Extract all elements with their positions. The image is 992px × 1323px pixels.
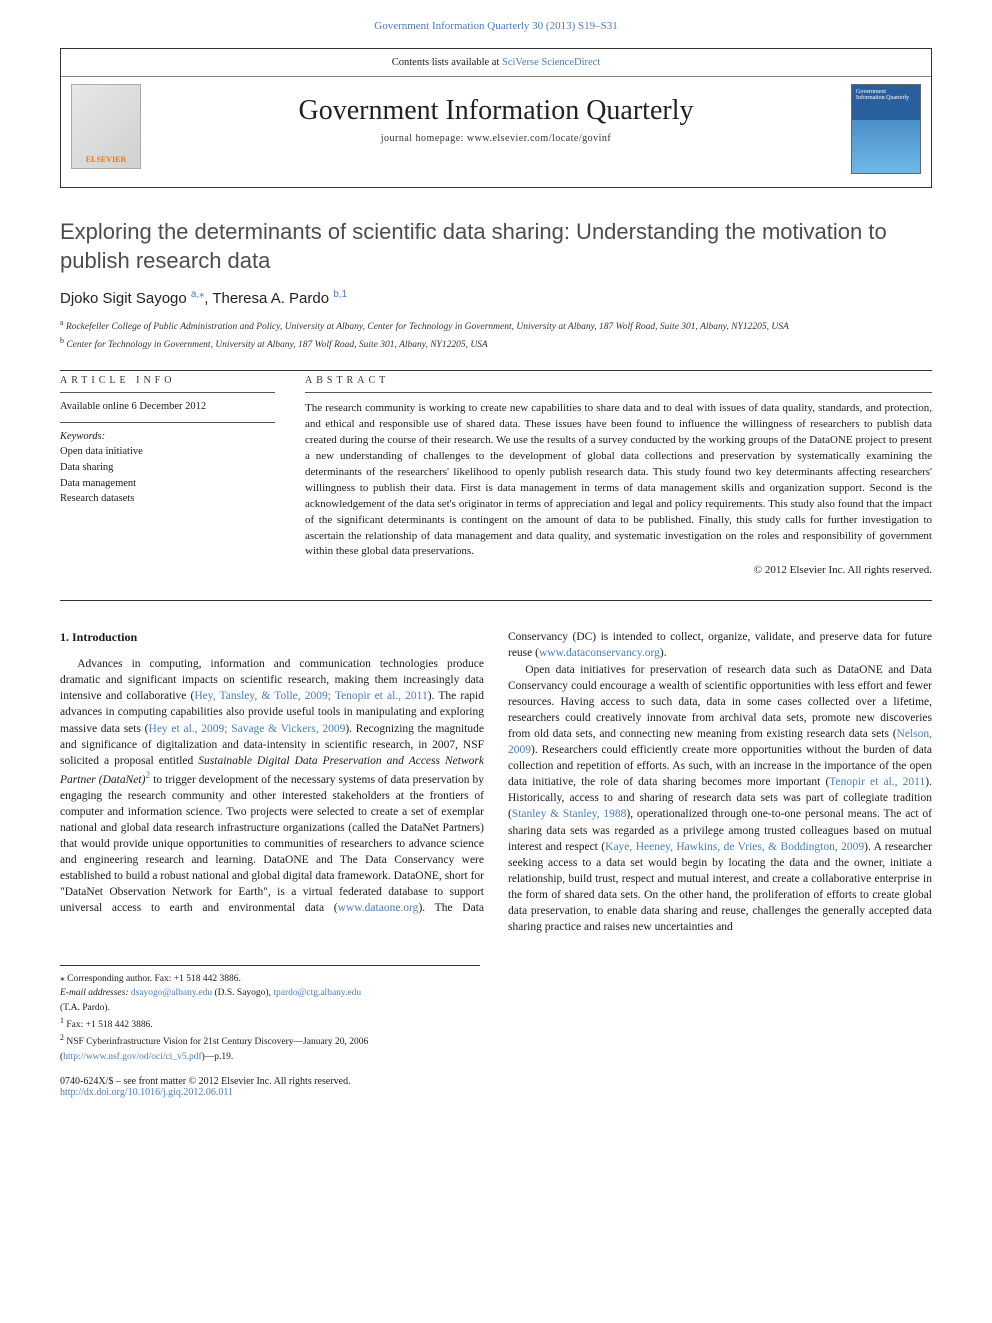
abstract-text: The research community is working to cre…: [305, 401, 932, 560]
email-paren-1: (D.S. Sayogo),: [212, 988, 273, 998]
keyword: Open data initiative: [60, 444, 275, 460]
keyword: Data management: [60, 476, 275, 492]
body-columns: 1. Introduction Advances in computing, i…: [60, 629, 932, 935]
keywords-label: Keywords:: [60, 431, 275, 442]
journal-citation[interactable]: Government Information Quarterly 30 (201…: [0, 0, 992, 40]
abstract-label: abstract: [305, 375, 932, 386]
elsevier-logo: ELSEVIER: [71, 84, 141, 169]
contents-prefix: Contents lists available at: [392, 57, 502, 68]
journal-title: Government Information Quarterly: [61, 77, 931, 133]
affiliation-a: Rockefeller College of Public Administra…: [66, 322, 789, 332]
citation-link[interactable]: Kaye, Heeney, Hawkins, de Vries, & Boddi…: [605, 841, 864, 853]
email-paren-2: (T.A. Pardo).: [60, 1003, 110, 1013]
journal-header: ELSEVIER Government Information Quarterl…: [60, 48, 932, 188]
citation-link[interactable]: Tenopir et al., 2011: [829, 776, 925, 788]
article-info-column: article info Available online 6 December…: [60, 375, 275, 576]
journal-homepage: journal homepage: www.elsevier.com/locat…: [61, 133, 931, 156]
url-link[interactable]: www.dataconservancy.org: [539, 647, 660, 659]
footnote-1: Fax: +1 518 442 3886.: [66, 1020, 152, 1030]
affiliation-b: Center for Technology in Government, Uni…: [66, 340, 487, 350]
author-1-aff[interactable]: a,: [191, 289, 199, 300]
email-label: E-mail addresses:: [60, 988, 131, 998]
sciencedirect-link[interactable]: SciVerse ScienceDirect: [502, 57, 600, 68]
footnote-2-link[interactable]: http://www.nsf.gov/od/oci/ci_v5.pdf: [63, 1052, 201, 1062]
keyword: Research datasets: [60, 491, 275, 507]
corresponding-author-fn: ⁎ Corresponding author. Fax: +1 518 442 …: [60, 972, 480, 986]
keyword: Data sharing: [60, 460, 275, 476]
article-title: Exploring the determinants of scientific…: [60, 218, 932, 275]
front-matter: 0740-624X/$ – see front matter © 2012 El…: [60, 1076, 351, 1087]
url-link[interactable]: www.dataone.org: [338, 902, 419, 914]
email-link-1[interactable]: dsayogo@albany.edu: [131, 988, 212, 998]
author-2[interactable]: Theresa A. Pardo: [212, 290, 333, 307]
author-2-aff[interactable]: b,1: [333, 289, 347, 300]
email-link-2[interactable]: tpardo@ctg.albany.edu: [273, 988, 361, 998]
section-heading-intro: 1. Introduction: [60, 629, 484, 646]
authors-line: Djoko Sigit Sayogo a,⁎, Theresa A. Pardo…: [60, 289, 932, 307]
article-history: Available online 6 December 2012: [60, 401, 275, 412]
abstract-copyright: © 2012 Elsevier Inc. All rights reserved…: [305, 564, 932, 576]
footnotes: ⁎ Corresponding author. Fax: +1 518 442 …: [60, 965, 480, 1064]
footnote-2-post: )—p.19.: [202, 1052, 234, 1062]
affiliations: a Rockefeller College of Public Administ…: [60, 317, 932, 352]
citation-link[interactable]: Hey et al., 2009; Savage & Vickers, 2009: [149, 723, 346, 735]
citation-link[interactable]: Hey, Tansley, & Tolle, 2009; Tenopir et …: [194, 690, 427, 702]
citation-link[interactable]: Stanley & Stanley, 1988: [512, 808, 627, 820]
contents-list-line: Contents lists available at SciVerse Sci…: [61, 49, 931, 77]
intro-paragraph-2: Open data initiatives for preservation o…: [508, 662, 932, 936]
article-info-label: article info: [60, 375, 275, 386]
doi-link[interactable]: http://dx.doi.org/10.1016/j.giq.2012.06.…: [60, 1087, 351, 1098]
keywords-list: Open data initiative Data sharing Data m…: [60, 444, 275, 507]
journal-cover-thumbnail: Government Information Quarterly: [851, 84, 921, 174]
abstract-column: abstract The research community is worki…: [305, 375, 932, 576]
author-1[interactable]: Djoko Sigit Sayogo: [60, 290, 191, 307]
